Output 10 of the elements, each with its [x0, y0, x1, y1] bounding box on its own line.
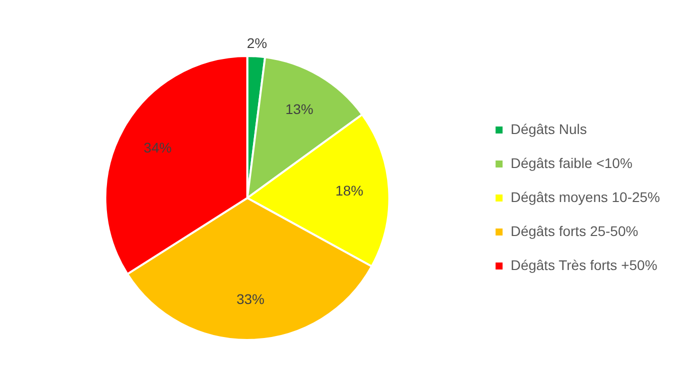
- legend-label: Dégâts moyens 10-25%: [510, 188, 660, 205]
- legend-label: Dégâts forts 25-50%: [510, 222, 638, 239]
- legend-label: Dégâts Nuls: [510, 120, 587, 137]
- data-label: 13%: [285, 100, 314, 117]
- data-label: 2%: [246, 35, 268, 52]
- data-label: 18%: [335, 182, 364, 198]
- data-label: 34%: [144, 140, 172, 156]
- legend-label: Dégâts Très forts +50%: [510, 256, 658, 273]
- legend-label: Dégâts faible <10%: [510, 154, 632, 171]
- data-label: 33%: [236, 291, 265, 308]
